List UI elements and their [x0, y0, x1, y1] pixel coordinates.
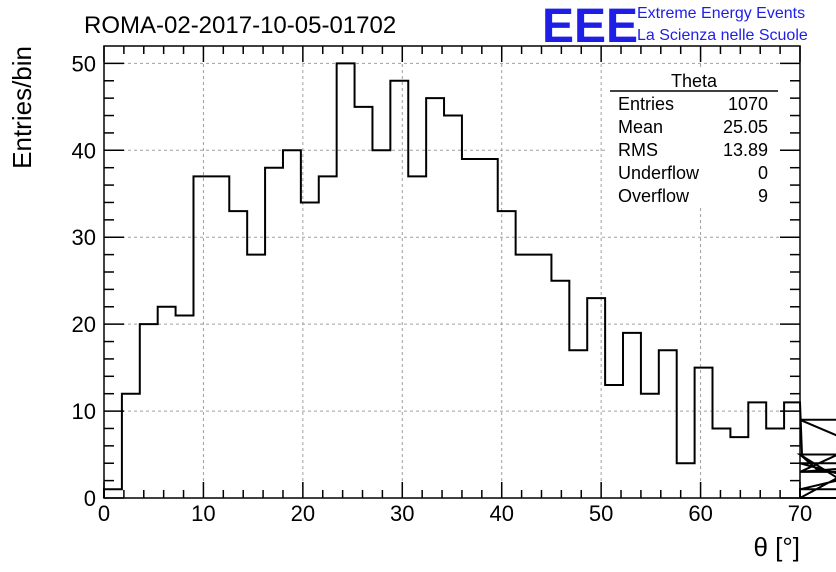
axis-ticks: [103, 46, 801, 499]
eee-logo: EEE Extreme Energy Events La Scienza nel…: [542, 0, 808, 53]
logo-line-2: La Scienza nelle Scuole: [637, 27, 808, 44]
x-tick-label: 0: [98, 501, 110, 526]
stat-value-underflow: 0: [758, 163, 768, 183]
stat-label-rms: RMS: [618, 140, 658, 160]
stats-box: Theta Entries 1070 Mean 25.05 RMS 13.89 …: [608, 70, 780, 208]
stats-title: Theta: [671, 71, 718, 91]
histogram-line: [103, 62, 836, 499]
stat-label-underflow: Underflow: [618, 163, 700, 183]
y-tick-label: 20: [72, 312, 96, 337]
stat-value-rms: 13.89: [723, 140, 768, 160]
y-axis-title: Entries/bin: [7, 46, 37, 169]
x-tick-label: 30: [390, 501, 414, 526]
y-tick-label: 0: [84, 486, 96, 511]
logo-line-1: Extreme Energy Events: [637, 5, 805, 22]
grid-lines: [104, 46, 800, 498]
y-tick-label: 50: [72, 51, 96, 76]
stat-label-overflow: Overflow: [618, 186, 690, 206]
x-tick-label: 20: [291, 501, 315, 526]
chart-title: ROMA-02-2017-10-05-01702: [84, 12, 396, 39]
stat-value-mean: 25.05: [723, 117, 768, 137]
stat-label-entries: Entries: [618, 94, 674, 114]
stat-label-mean: Mean: [618, 117, 663, 137]
x-tick-label: 70: [788, 501, 812, 526]
stats-box-background: [608, 70, 780, 208]
plot-area: 0 10 20 30 40 50 60 70 0 10 20 30 40 50: [72, 45, 836, 526]
y-tick-label: 40: [72, 138, 96, 163]
y-tick-label: 30: [72, 225, 96, 250]
logo-mark: EEE: [542, 0, 638, 53]
x-tick-label: 60: [688, 501, 712, 526]
x-axis-title: θ [°]: [753, 532, 800, 562]
x-tick-labels: 0 10 20 30 40 50 60 70: [98, 501, 812, 526]
stat-value-entries: 1070: [728, 94, 768, 114]
y-tick-labels: 0 10 20 30 40 50: [72, 51, 96, 511]
x-tick-label: 50: [589, 501, 613, 526]
x-tick-label: 40: [489, 501, 513, 526]
stat-value-overflow: 9: [758, 186, 768, 206]
y-tick-label: 10: [72, 399, 96, 424]
x-tick-label: 10: [191, 501, 215, 526]
